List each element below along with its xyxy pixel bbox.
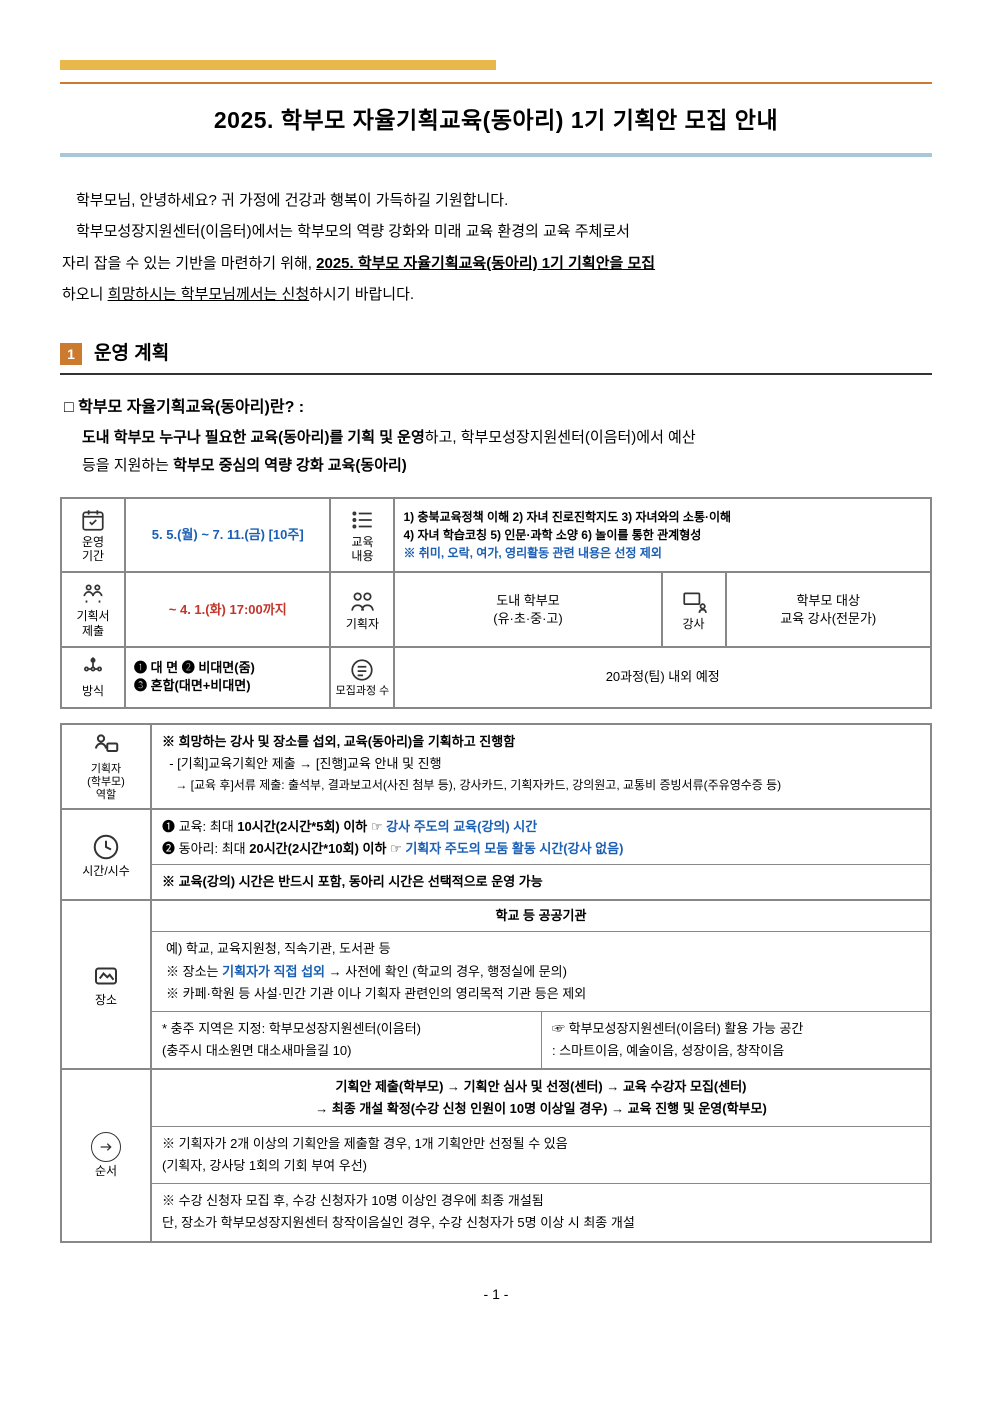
content-hours: ❶ 교육: 최대 10시간(2시간*5회) 이하 ☞ 강사 주도의 교육(강의)… [151,809,931,900]
label-role: 기획자 (학부모) 역할 [61,724,151,810]
page-number: - 1 - [60,1283,932,1305]
intro-line-4: 하오니 희망하시는 학부모님께서는 신청하시기 바랍니다. [62,286,414,303]
cell-lecturer-label: 강사 [662,572,726,647]
cell-lecturer-value: 학부모 대상 교육 강사(전문가) [726,572,931,647]
teacher-icon [679,589,709,615]
list-icon [347,507,377,533]
calendar-icon [78,507,108,533]
content-order: 기획안 제출(학부모) → 기획안 심사 및 선정(센터) → 교육 수강자 모… [151,1069,931,1242]
intro-line-2: 학부모성장지원센터(이음터)에서는 학부모의 역량 강화와 미래 교육 환경의 … [62,216,930,248]
cell-period-label: 운영 기간 [61,498,125,573]
section-title: 운영 계획 [94,339,169,369]
cell-planner-value: 도내 학부모 (유·초·중·고) [394,572,661,647]
section-1-header: 1 운영 계획 [60,339,932,375]
cell-submit-label: 기획서 제출 [61,572,125,647]
title-underline [60,153,932,157]
intro-line-1: 학부모님, 안녕하세요? 귀 가정에 건강과 행복이 가득하길 기원합니다. [62,185,930,217]
details-table: 기획자 (학부모) 역할 ※ 희망하는 강사 및 장소를 섭외, 교육(동아리)… [60,723,932,1243]
label-place: 장소 [61,900,151,1069]
label-order: 순서 [61,1069,151,1242]
role-icon [89,731,123,761]
title-box: 2025. 학부모 자율기획교육(동아리) 1기 기획안 모집 안내 [60,82,932,153]
definition-body: 도내 학부모 누구나 필요한 교육(동아리)를 기획 및 운영하고, 학부모성장… [64,424,932,481]
arrow-icon [91,1132,121,1162]
accent-bar [60,60,496,70]
row-order: 순서 기획안 제출(학부모) → 기획안 심사 및 선정(센터) → 교육 수강… [61,1069,931,1242]
definition-head: □ 학부모 자율기획교육(동아리)란? : [64,393,932,423]
definition-block: □ 학부모 자율기획교육(동아리)란? : 도내 학부모 누구나 필요한 교육(… [64,393,932,480]
row-role: 기획자 (학부모) 역할 ※ 희망하는 강사 및 장소를 섭외, 교육(동아리)… [61,724,931,810]
cell-content-label: 교육 내용 [330,498,394,573]
place-sub1: * 충주 지역은 지정: 학부모성장지원센터(이음터) (충주시 대소원면 대소… [152,1011,541,1068]
summary-table: 운영 기간 5. 5.(월) ~ 7. 11.(금) [10주] 교육 내용 1… [60,497,932,709]
row-hours: 시간/시수 ❶ 교육: 최대 10시간(2시간*5회) 이하 ☞ 강사 주도의 … [61,809,931,900]
label-hours: 시간/시수 [61,809,151,900]
cell-content-value: 1) 충북교육정책 이해 2) 자녀 진로진학지도 3) 자녀와의 소통·이해 … [394,498,931,573]
cell-count-label: 모집과정 수 [330,647,394,707]
intro-line-3: 자리 잡을 수 있는 기반을 마련하기 위해, 2025. 학부모 자율기획교육… [62,255,655,272]
cell-method-label: 방식 [61,647,125,707]
cell-period-value: 5. 5.(월) ~ 7. 11.(금) [10주] [125,498,330,573]
content-role: ※ 희망하는 강사 및 장소를 섭외, 교육(동아리)을 기획하고 진행함 - … [151,724,931,810]
method-icon [78,656,108,682]
cell-planner-label: 기획자 [330,572,394,647]
place-sub2: ☞ 학부모성장지원센터(이음터) 활용 가능 공간 : 스마트이음, 예술이음,… [541,1011,930,1068]
place-icon [89,961,123,991]
clock-icon [89,832,123,862]
cell-submit-value: ~ 4. 1.(화) 17:00까지 [125,572,330,647]
people-icon [347,589,377,615]
count-icon [347,657,377,683]
page-title: 2025. 학부모 자율기획교육(동아리) 1기 기획안 모집 안내 [60,102,932,139]
intro-text: 학부모님, 안녕하세요? 귀 가정에 건강과 행복이 가득하길 기원합니다. 학… [60,185,932,311]
cell-method-value: ❶ 대 면 ❷ 비대면(줌) ❸ 혼합(대면+비대면) [125,647,330,707]
section-number: 1 [60,343,82,365]
cell-count-value: 20과정(팀) 내외 예정 [394,647,931,707]
content-place: 학교 등 공공기관 예) 학교, 교육지원청, 직속기관, 도서관 등 ※ 장소… [151,900,931,1069]
row-place: 장소 학교 등 공공기관 예) 학교, 교육지원청, 직속기관, 도서관 등 ※… [61,900,931,1069]
submit-icon [78,581,108,607]
